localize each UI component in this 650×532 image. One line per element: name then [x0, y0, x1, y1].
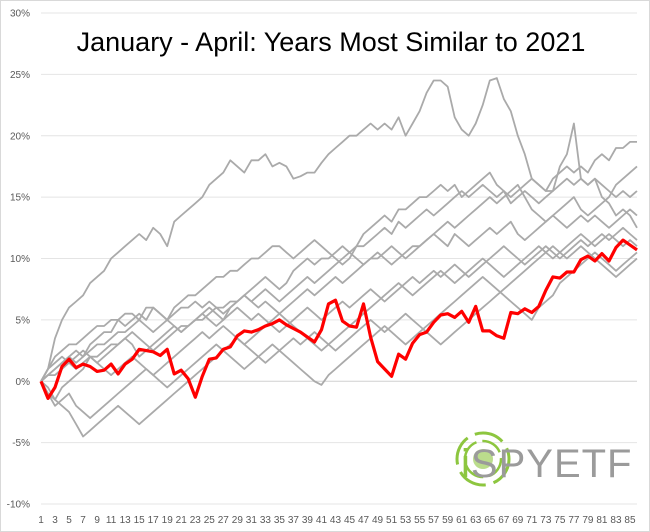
y-tick-label: -5% — [12, 438, 30, 449]
y-tick-label: 0% — [16, 377, 31, 388]
x-tick-label: 35 — [274, 515, 286, 526]
x-tick-label: 59 — [442, 515, 454, 526]
x-tick-label: 1 — [38, 515, 44, 526]
series-line — [40, 251, 638, 438]
x-tick-label: 49 — [372, 515, 384, 526]
x-tick-label: 39 — [302, 515, 314, 526]
x-tick-label: 73 — [540, 515, 552, 526]
x-tick-label: 83 — [610, 515, 622, 526]
series-line — [40, 165, 638, 382]
y-tick-label: 20% — [10, 131, 30, 142]
x-tick-label: 65 — [484, 515, 496, 526]
logo-main: SPY — [471, 442, 554, 486]
x-tick-label: 19 — [162, 515, 174, 526]
x-tick-label: 13 — [120, 515, 132, 526]
x-tick-label: 17 — [148, 515, 160, 526]
series-line — [40, 226, 638, 382]
y-tick-labels: -10% -5% 0% 5% 10% 15% 20% 25% 30% — [7, 9, 30, 511]
x-tick-label: 41 — [316, 515, 328, 526]
series-lines — [39, 77, 638, 438]
x-tick-label: 25 — [204, 515, 216, 526]
x-tick-label: 47 — [358, 515, 370, 526]
series-line — [40, 233, 638, 382]
series-line-2021 — [39, 238, 638, 400]
x-tick-label: 37 — [288, 515, 300, 526]
x-tick-label: 61 — [456, 515, 468, 526]
x-tick-label: 67 — [498, 515, 510, 526]
x-tick-label: 45 — [344, 515, 356, 526]
x-tick-label: 85 — [624, 515, 636, 526]
x-tick-label: 5 — [66, 515, 72, 526]
x-tick-label: 23 — [190, 515, 202, 526]
y-tick-label: -10% — [7, 500, 30, 511]
x-tick-label: 57 — [428, 515, 440, 526]
series-line — [40, 245, 638, 420]
y-tick-label: 30% — [10, 9, 30, 20]
ispyetf-logo: iSPYETF — [455, 431, 632, 487]
y-tick-label: 15% — [10, 193, 30, 204]
x-tick-label: 53 — [400, 515, 412, 526]
series-line — [40, 208, 638, 382]
y-tick-label: 5% — [16, 315, 31, 326]
chart-title: January - April: Years Most Similar to 2… — [77, 27, 586, 57]
x-tick-label: 43 — [330, 515, 342, 526]
x-tick-label: 31 — [246, 515, 258, 526]
logo-text: iSPYETF — [461, 442, 632, 486]
y-tick-label: 10% — [10, 254, 30, 265]
x-tick-label: 77 — [568, 515, 580, 526]
x-tick-labels: 1 3 5 7 9 11 13 15 17 19 21 23 25 27 29 31 33 35 37 39 41 43 4… — [38, 515, 636, 526]
x-tick-label: 21 — [176, 515, 188, 526]
logo-suffix: ETF — [554, 442, 633, 486]
x-tick-label: 75 — [554, 515, 566, 526]
x-tick-label: 55 — [414, 515, 426, 526]
x-tick-label: 69 — [512, 515, 524, 526]
x-tick-label: 51 — [386, 515, 398, 526]
x-tick-label: 63 — [470, 515, 482, 526]
x-tick-label: 7 — [80, 515, 86, 526]
logo-prefix: i — [461, 442, 471, 486]
x-tick-label: 33 — [260, 515, 272, 526]
y-tick-label: 25% — [10, 70, 30, 81]
x-tick-label: 81 — [596, 515, 608, 526]
x-tick-label: 15 — [134, 515, 146, 526]
x-tick-label: 11 — [106, 515, 117, 526]
x-tick-label: 29 — [232, 515, 244, 526]
x-tick-label: 3 — [52, 515, 58, 526]
series-line — [40, 177, 638, 401]
x-tick-label: 9 — [94, 515, 100, 526]
grid-lines — [41, 12, 637, 505]
x-tick-label: 27 — [218, 515, 230, 526]
x-tick-label: 71 — [526, 515, 538, 526]
x-tick-label: 79 — [582, 515, 594, 526]
